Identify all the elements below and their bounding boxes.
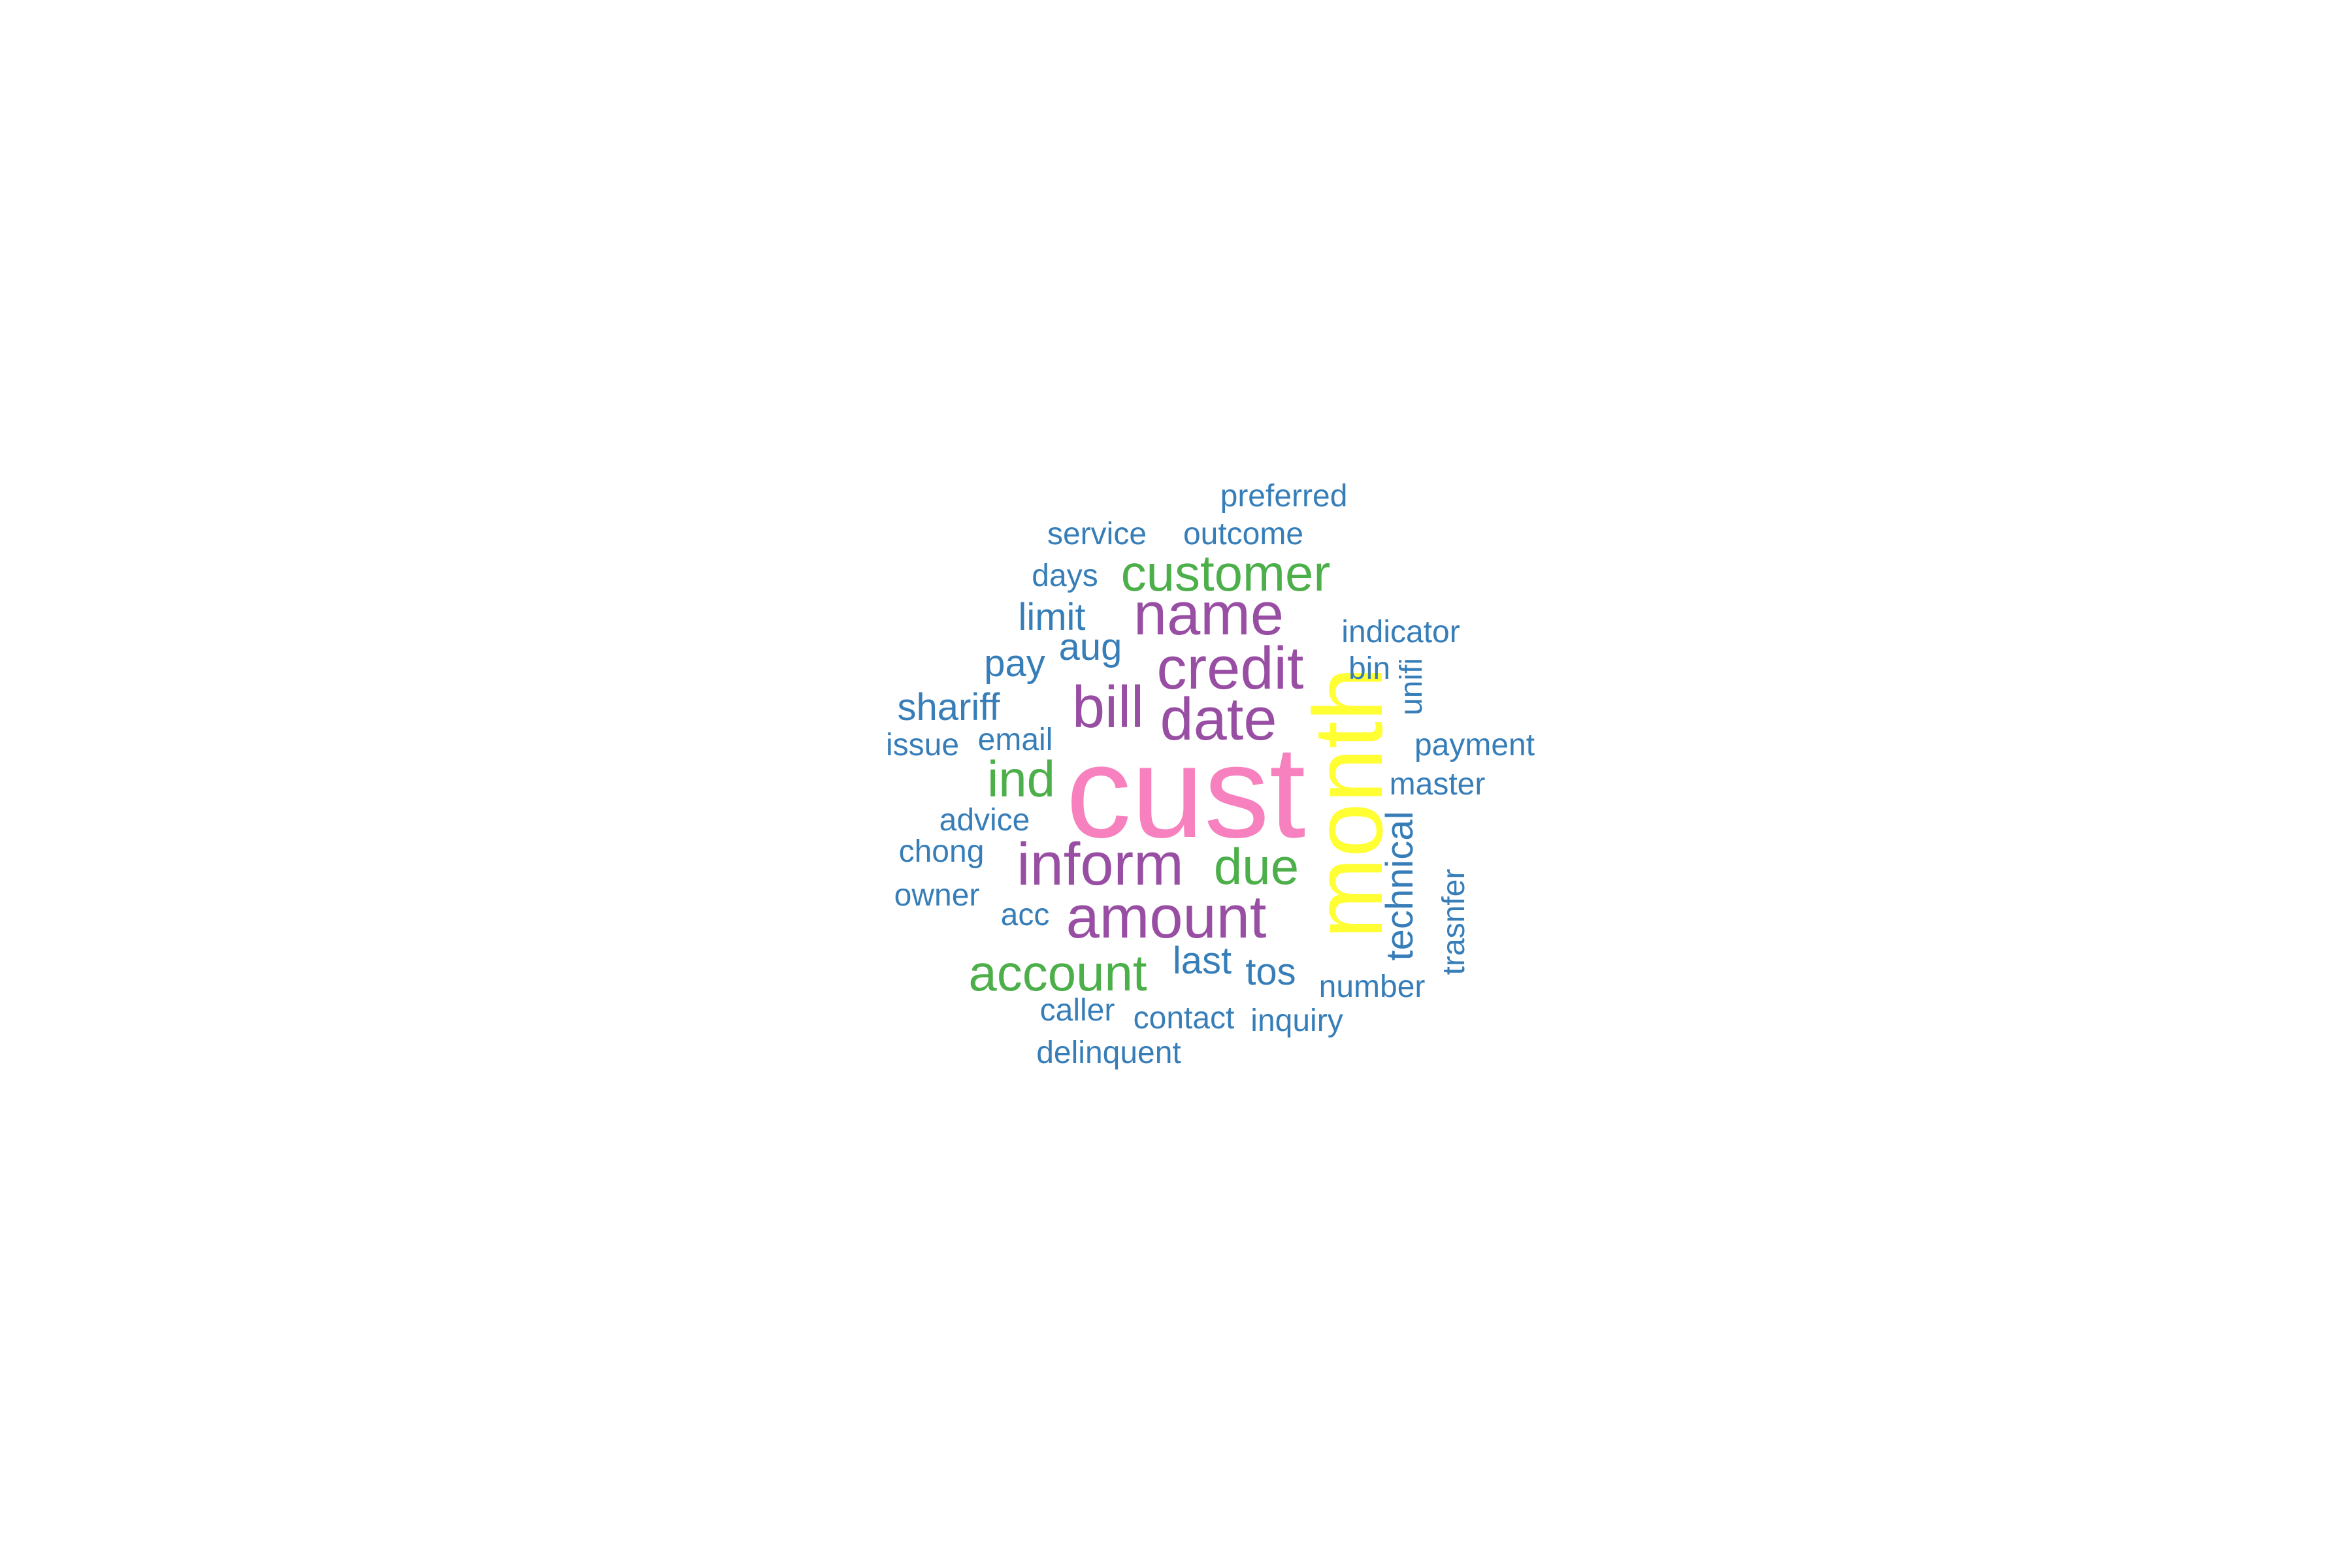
word-delinquent: delinquent: [1036, 1036, 1181, 1070]
word-preferred: preferred: [1220, 479, 1348, 514]
word-date: date: [1160, 686, 1277, 753]
word-service: service: [1047, 517, 1147, 551]
word-contact: contact: [1133, 1001, 1235, 1036]
word-last: last: [1172, 939, 1232, 982]
word-bin: bin: [1348, 651, 1391, 686]
word-master: master: [1389, 767, 1486, 802]
word-inform: inform: [1017, 831, 1184, 898]
word-owner: owner: [894, 878, 980, 913]
word-indicator: indicator: [1341, 615, 1460, 649]
word-due: due: [1213, 838, 1299, 895]
word-outcome: outcome: [1183, 517, 1304, 551]
word-issue: issue: [885, 728, 960, 762]
word-aug: aug: [1058, 626, 1122, 668]
word-shariff: shariff: [897, 686, 1000, 728]
word-amount: amount: [1066, 884, 1267, 951]
word-limit: limit: [1018, 596, 1086, 638]
word-customer: customer: [1120, 544, 1331, 602]
word-ind: ind: [987, 750, 1056, 808]
word-cust: cust: [1066, 719, 1306, 865]
word-number: number: [1318, 970, 1426, 1004]
word-caller: caller: [1039, 993, 1115, 1028]
word-technical: technical: [1379, 811, 1421, 961]
word-advice: advice: [939, 803, 1030, 838]
word-chong: chong: [898, 834, 985, 869]
word-pay: pay: [984, 642, 1045, 685]
word-payment: payment: [1414, 728, 1535, 762]
word-account: account: [968, 944, 1147, 1002]
word-inquiry: inquiry: [1250, 1004, 1343, 1038]
word-acc: acc: [1000, 898, 1050, 932]
word-email: email: [977, 723, 1053, 757]
word-unifi: unifi: [1394, 657, 1429, 716]
word-bill: bill: [1071, 675, 1145, 740]
word-name: name: [1133, 581, 1284, 647]
word-tos: tos: [1245, 951, 1296, 993]
word-days: days: [1032, 559, 1098, 593]
word-trasnfer: trasnfer: [1437, 868, 1471, 975]
word-credit: credit: [1156, 635, 1304, 702]
